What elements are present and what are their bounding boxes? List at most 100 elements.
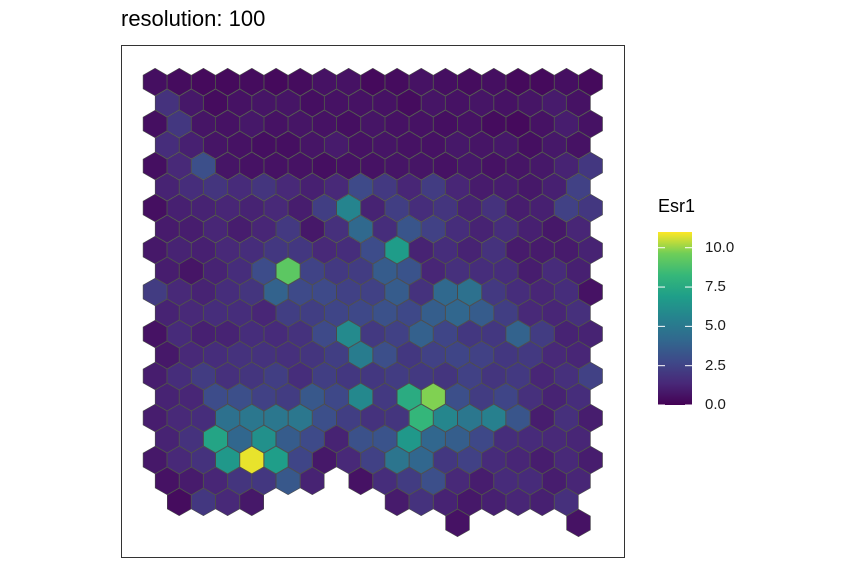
hex-bin [191, 109, 216, 139]
hex-bin [578, 109, 603, 139]
hex-bin [179, 88, 204, 118]
hex-bin [408, 67, 434, 97]
hex-bin [481, 445, 507, 475]
hex-bin [578, 151, 603, 181]
hex-bin [142, 403, 168, 433]
hex-bin [517, 466, 543, 496]
hex-bin [481, 151, 507, 181]
hex-bin [154, 214, 180, 244]
hex-bin [348, 424, 373, 454]
hex-bin [396, 88, 422, 118]
hex-bin [251, 130, 277, 160]
hex-bin [203, 88, 228, 118]
hex-bin [445, 340, 470, 370]
hex-bin [433, 67, 458, 97]
hex-bin [251, 424, 277, 454]
hex-bin [348, 214, 373, 244]
hex-bin [505, 445, 531, 475]
hex-bin [312, 193, 337, 223]
hex-bin [191, 151, 216, 181]
hex-bin [529, 109, 555, 139]
hex-bin [142, 235, 168, 265]
hex-bin [433, 109, 458, 139]
hex-bin [421, 382, 446, 412]
hex-bin [578, 403, 603, 433]
hex-bin [215, 319, 240, 349]
hex-bin [554, 109, 579, 139]
hex-bin [372, 88, 398, 118]
hex-bin [215, 361, 240, 391]
hex-bin [578, 235, 603, 265]
hex-bin [348, 88, 373, 118]
hex-bin [517, 256, 543, 286]
hex-bin [154, 298, 180, 328]
hex-bin [396, 466, 422, 496]
hex-bin [191, 235, 216, 265]
hex-bin [287, 277, 313, 307]
hex-bin [372, 256, 398, 286]
hex-bin [517, 424, 543, 454]
hex-bin [433, 193, 458, 223]
hex-bin [396, 298, 422, 328]
hex-bin [348, 130, 373, 160]
hex-bin [179, 340, 204, 370]
hex-bin [215, 193, 240, 223]
hex-bin [542, 172, 567, 202]
hex-bin [336, 193, 361, 223]
hex-bin [324, 172, 349, 202]
hex-bin [227, 88, 252, 118]
hex-bin [554, 445, 579, 475]
hex-bin [493, 424, 519, 454]
hex-bin [336, 361, 361, 391]
hex-bin [275, 256, 301, 286]
hex-bin [529, 151, 555, 181]
hex-bin [179, 424, 204, 454]
hex-bin [481, 109, 507, 139]
hex-bin [372, 130, 398, 160]
hex-bin [566, 466, 591, 496]
hex-bin [505, 235, 531, 265]
hex-bin [396, 256, 422, 286]
hex-bin [554, 277, 579, 307]
hex-bin [505, 67, 531, 97]
hex-bin [445, 88, 470, 118]
hex-bin [167, 445, 192, 475]
hex-bin [421, 424, 446, 454]
hex-bin [396, 382, 422, 412]
hex-bin [287, 445, 313, 475]
hex-bin [384, 445, 410, 475]
hex-bin [154, 382, 180, 412]
hex-bin [239, 403, 265, 433]
hex-bin [336, 277, 361, 307]
hex-bin [227, 466, 252, 496]
hex-bin [445, 382, 470, 412]
hex-bin [179, 256, 204, 286]
hex-bin [457, 67, 482, 97]
hex-bin [384, 277, 410, 307]
hex-bin [469, 130, 494, 160]
hex-bin [566, 88, 591, 118]
hex-bin [251, 298, 277, 328]
hex-bin [263, 445, 289, 475]
hex-bin [360, 67, 386, 97]
hex-bin [336, 403, 361, 433]
hex-bin [554, 361, 579, 391]
hex-bin [300, 88, 325, 118]
hex-bin [529, 67, 555, 97]
hex-bin [142, 445, 168, 475]
hex-bin [529, 445, 555, 475]
hex-bin [154, 340, 180, 370]
hex-bin [154, 172, 180, 202]
hex-bin [263, 319, 289, 349]
hex-bin [300, 130, 325, 160]
hex-bin [384, 361, 410, 391]
hex-bin [227, 340, 252, 370]
hex-bin [287, 361, 313, 391]
hex-bin [227, 424, 252, 454]
hex-bin [384, 319, 410, 349]
hex-bin [203, 214, 228, 244]
hex-bin [457, 319, 482, 349]
hex-bin [300, 298, 325, 328]
hex-bin [275, 340, 301, 370]
